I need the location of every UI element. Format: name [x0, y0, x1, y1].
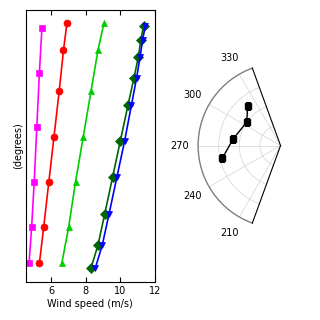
Y-axis label: (degrees): (degrees) — [13, 122, 23, 169]
X-axis label: Wind speed (m/s): Wind speed (m/s) — [47, 299, 133, 309]
